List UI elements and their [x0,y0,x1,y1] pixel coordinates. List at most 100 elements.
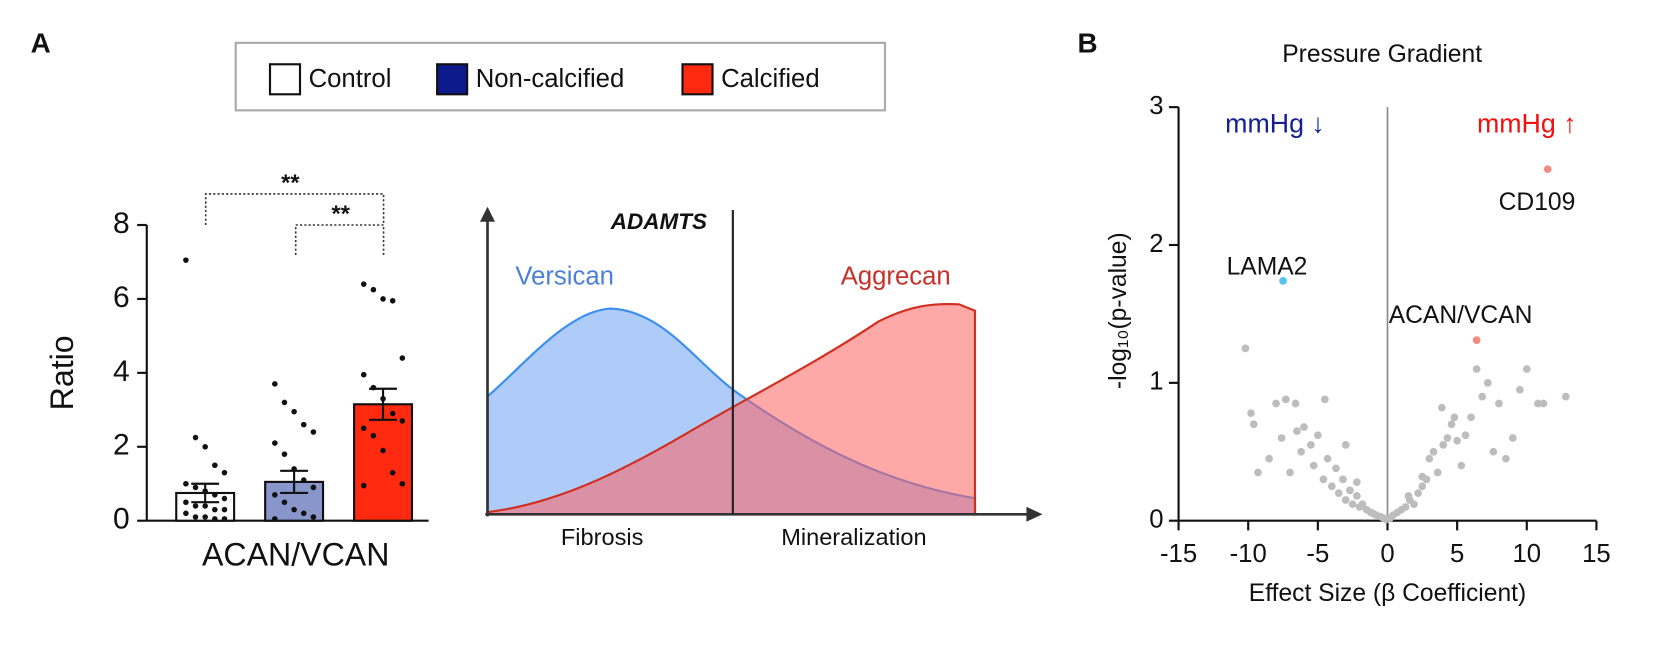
data-point [1418,482,1427,491]
data-point [1307,441,1315,449]
data-point [1297,447,1305,456]
data-point [1404,492,1413,500]
aggrecan-area [486,303,977,516]
data-point [1353,492,1361,500]
data-point [1509,434,1517,442]
data-point [1401,503,1410,511]
data-point [310,429,317,435]
data-point [370,286,377,293]
data-point [370,432,377,439]
y-tick-label: 8 [113,207,130,240]
data-point [380,296,386,302]
data-point [1254,468,1262,477]
data-point [1323,454,1332,463]
y-axis-label: -log₁₀(p-value) [1105,232,1132,389]
data-point [1265,454,1273,463]
point-label: LAMA2 [1227,254,1308,281]
data-point [1332,464,1340,473]
panel-label: B [1077,27,1097,58]
y-tick-label: 0 [113,503,130,536]
data-point [202,488,208,494]
data-point [272,516,278,522]
data-point [360,371,367,378]
phase-label: Mineralization [781,524,926,550]
data-point [399,355,406,361]
legend-swatch [681,63,714,96]
data-point [1495,399,1503,408]
legend-box [234,41,887,112]
data-point [1429,447,1438,456]
significance-label: ** [332,201,351,227]
data-point [1334,489,1343,497]
data-point [212,516,218,522]
data-point [192,434,199,441]
data-point [1461,431,1470,440]
data-point [183,499,189,506]
data-point [1314,431,1322,440]
legend-label: Calcified [721,65,820,93]
data-point [1320,395,1329,404]
data-point [1277,434,1286,442]
point-label: ACAN/VCAN [1389,302,1533,329]
data-point [1472,365,1481,373]
data-point [1272,399,1280,408]
data-point [1309,461,1318,470]
data-point [272,440,278,446]
annotation: mmHg ↑ [1477,108,1577,138]
data-point [300,421,307,428]
data-point [380,447,386,454]
arrow [1026,506,1043,522]
data-point [1561,392,1570,401]
data-point [1489,447,1498,456]
chart-title: Pressure Gradient [1282,41,1482,68]
data-point [183,480,189,487]
significance-label: ** [281,170,300,196]
data-point [399,480,406,487]
data-point [202,503,208,509]
y-tick-label: 2 [1149,230,1163,258]
y-tick-label: 3 [1149,92,1163,120]
data-point [389,410,396,417]
schematic: ADAMTS Versican Aggrecan Fibrosis Minera… [480,206,1043,550]
data-point [1291,399,1300,408]
data-point [300,510,307,517]
data-point [1437,403,1446,412]
data-point [1247,409,1255,418]
data-point [1478,392,1487,401]
data-point [310,484,317,491]
x-tick-label: 15 [1582,540,1611,568]
data-point [1502,454,1510,463]
data-point [1353,478,1361,486]
data-point [291,408,297,415]
data-point [1346,486,1354,495]
data-point [221,516,228,522]
y-tick-label: 6 [113,281,130,314]
data-point [1453,436,1461,445]
data-point [192,503,199,509]
data-point [221,469,228,476]
data-point [281,399,288,406]
data-point [370,384,377,391]
data-point [1534,399,1542,408]
data-point [1515,385,1524,394]
data-point [1339,475,1347,484]
data-point [1483,379,1492,387]
significance-bracket [204,193,385,225]
gene-label: ADAMTS [610,209,707,234]
data-point [380,395,386,402]
y-tick-label: 0 [1149,506,1163,534]
data-point [1447,420,1456,429]
data-point [1241,344,1250,353]
data-point [281,499,288,506]
annotation: mmHg ↓ [1225,108,1325,138]
data-point [1286,468,1294,477]
y-tick-label: 1 [1149,368,1163,396]
data-point [1457,461,1466,470]
data-point [1543,165,1552,174]
x-tick-label: ACAN/VCAN [202,537,389,573]
data-point [1425,454,1434,463]
data-point [1249,420,1258,429]
data-point [360,482,367,489]
